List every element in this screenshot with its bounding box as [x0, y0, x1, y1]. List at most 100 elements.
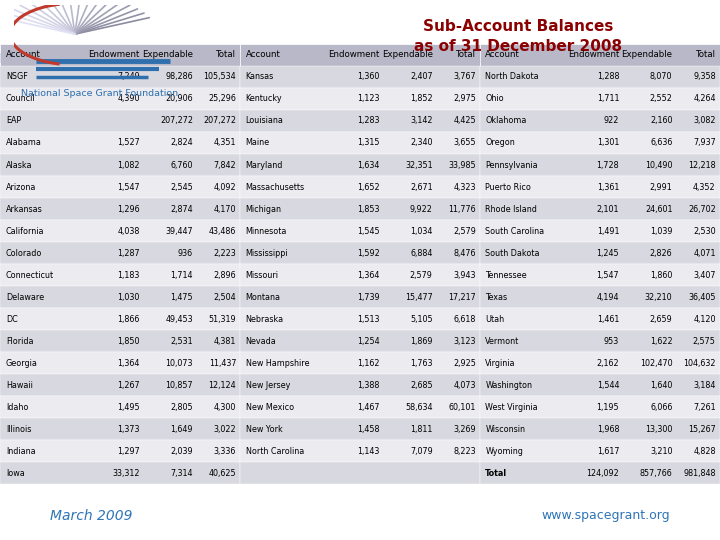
Text: 981,848: 981,848: [683, 469, 716, 478]
Text: 2,101: 2,101: [597, 205, 619, 214]
Text: Michigan: Michigan: [246, 205, 282, 214]
Text: 1,547: 1,547: [597, 271, 619, 280]
Bar: [0, 330, 240, 352]
Text: Oregon: Oregon: [485, 138, 515, 147]
Text: 1,315: 1,315: [357, 138, 379, 147]
Text: 953: 953: [604, 337, 619, 346]
Text: 4,071: 4,071: [693, 248, 716, 258]
Text: 2,530: 2,530: [693, 227, 716, 235]
Text: 15,477: 15,477: [405, 293, 433, 302]
Text: 1,491: 1,491: [597, 227, 619, 235]
Text: 2,407: 2,407: [410, 72, 433, 82]
Bar: [240, 308, 480, 330]
Text: 33,985: 33,985: [449, 160, 476, 170]
Text: 2,223: 2,223: [213, 248, 236, 258]
Text: 105,534: 105,534: [204, 72, 236, 82]
Text: 6,636: 6,636: [650, 138, 672, 147]
Text: South Dakota: South Dakota: [485, 248, 540, 258]
Text: Massachusetts: Massachusetts: [246, 183, 305, 192]
Text: 1,082: 1,082: [117, 160, 140, 170]
Bar: [0, 154, 240, 176]
Text: 32,351: 32,351: [405, 160, 433, 170]
Bar: [0, 418, 240, 441]
Text: 3,269: 3,269: [454, 425, 476, 434]
Bar: [480, 44, 719, 66]
Bar: [480, 66, 719, 88]
Bar: [240, 154, 480, 176]
Bar: [480, 330, 719, 352]
Text: 2,874: 2,874: [171, 205, 193, 214]
Text: North Carolina: North Carolina: [246, 447, 304, 456]
Bar: [0, 462, 240, 484]
Text: 4,038: 4,038: [117, 227, 140, 235]
Text: 1,527: 1,527: [117, 138, 140, 147]
Text: 1,245: 1,245: [597, 248, 619, 258]
Text: 20,906: 20,906: [166, 94, 193, 104]
Bar: [240, 418, 480, 441]
Text: 12,124: 12,124: [209, 381, 236, 390]
Text: 25,296: 25,296: [208, 94, 236, 104]
Bar: [0, 242, 240, 264]
Bar: [0, 110, 240, 132]
Bar: [0, 308, 240, 330]
Text: New Mexico: New Mexico: [246, 403, 294, 412]
Text: 1,364: 1,364: [357, 271, 379, 280]
Bar: [0, 53, 720, 63]
Text: 1,652: 1,652: [357, 183, 379, 192]
Text: 1,143: 1,143: [357, 447, 379, 456]
Text: Hawaii: Hawaii: [6, 381, 32, 390]
Text: 104,632: 104,632: [683, 359, 716, 368]
Text: 1,544: 1,544: [597, 381, 619, 390]
Text: 1,649: 1,649: [171, 425, 193, 434]
Text: Sub-Account Balances
as of 31 December 2008: Sub-Account Balances as of 31 December 2…: [414, 19, 623, 53]
Text: DC: DC: [6, 315, 17, 324]
Text: 1,297: 1,297: [117, 447, 140, 456]
Text: 1,495: 1,495: [117, 403, 140, 412]
Bar: [240, 220, 480, 242]
Bar: [0, 176, 240, 198]
Bar: [240, 352, 480, 374]
Text: 1,869: 1,869: [410, 337, 433, 346]
Text: Missouri: Missouri: [246, 271, 279, 280]
Text: Washington: Washington: [485, 381, 532, 390]
Text: New Jersey: New Jersey: [246, 381, 290, 390]
Text: Vermont: Vermont: [485, 337, 520, 346]
Text: EAP: EAP: [6, 117, 21, 125]
Text: Minnesota: Minnesota: [246, 227, 287, 235]
Text: 3,082: 3,082: [693, 117, 716, 125]
Text: North Dakota: North Dakota: [485, 72, 539, 82]
Text: Expendable: Expendable: [382, 50, 433, 59]
Bar: [240, 110, 480, 132]
Text: Endowment: Endowment: [328, 50, 379, 59]
Bar: [480, 242, 719, 264]
Text: 2,579: 2,579: [410, 271, 433, 280]
Text: 11,437: 11,437: [209, 359, 236, 368]
Bar: [240, 242, 480, 264]
Bar: [480, 462, 719, 484]
Text: Mississippi: Mississippi: [246, 248, 288, 258]
Text: March 2009: March 2009: [50, 509, 133, 523]
Bar: [480, 308, 719, 330]
Bar: [0, 132, 240, 154]
Text: 33,312: 33,312: [112, 469, 140, 478]
Text: 1,361: 1,361: [597, 183, 619, 192]
Text: Kansas: Kansas: [246, 72, 274, 82]
Text: Alaska: Alaska: [6, 160, 32, 170]
Text: New Hampshire: New Hampshire: [246, 359, 309, 368]
Text: 3,655: 3,655: [454, 138, 476, 147]
Text: 4,264: 4,264: [693, 94, 716, 104]
Text: 49,453: 49,453: [166, 315, 193, 324]
Text: 1,728: 1,728: [597, 160, 619, 170]
Text: 1,030: 1,030: [117, 293, 140, 302]
Text: 2,545: 2,545: [170, 183, 193, 192]
Text: 2,531: 2,531: [171, 337, 193, 346]
Text: 3,767: 3,767: [454, 72, 476, 82]
Text: Account: Account: [485, 50, 520, 59]
Text: 10,857: 10,857: [166, 381, 193, 390]
Text: 11,776: 11,776: [449, 205, 476, 214]
Text: 1,360: 1,360: [357, 72, 379, 82]
Text: New York: New York: [246, 425, 282, 434]
Text: Arkansas: Arkansas: [6, 205, 42, 214]
Text: 24,601: 24,601: [645, 205, 672, 214]
Text: 4,300: 4,300: [214, 403, 236, 412]
